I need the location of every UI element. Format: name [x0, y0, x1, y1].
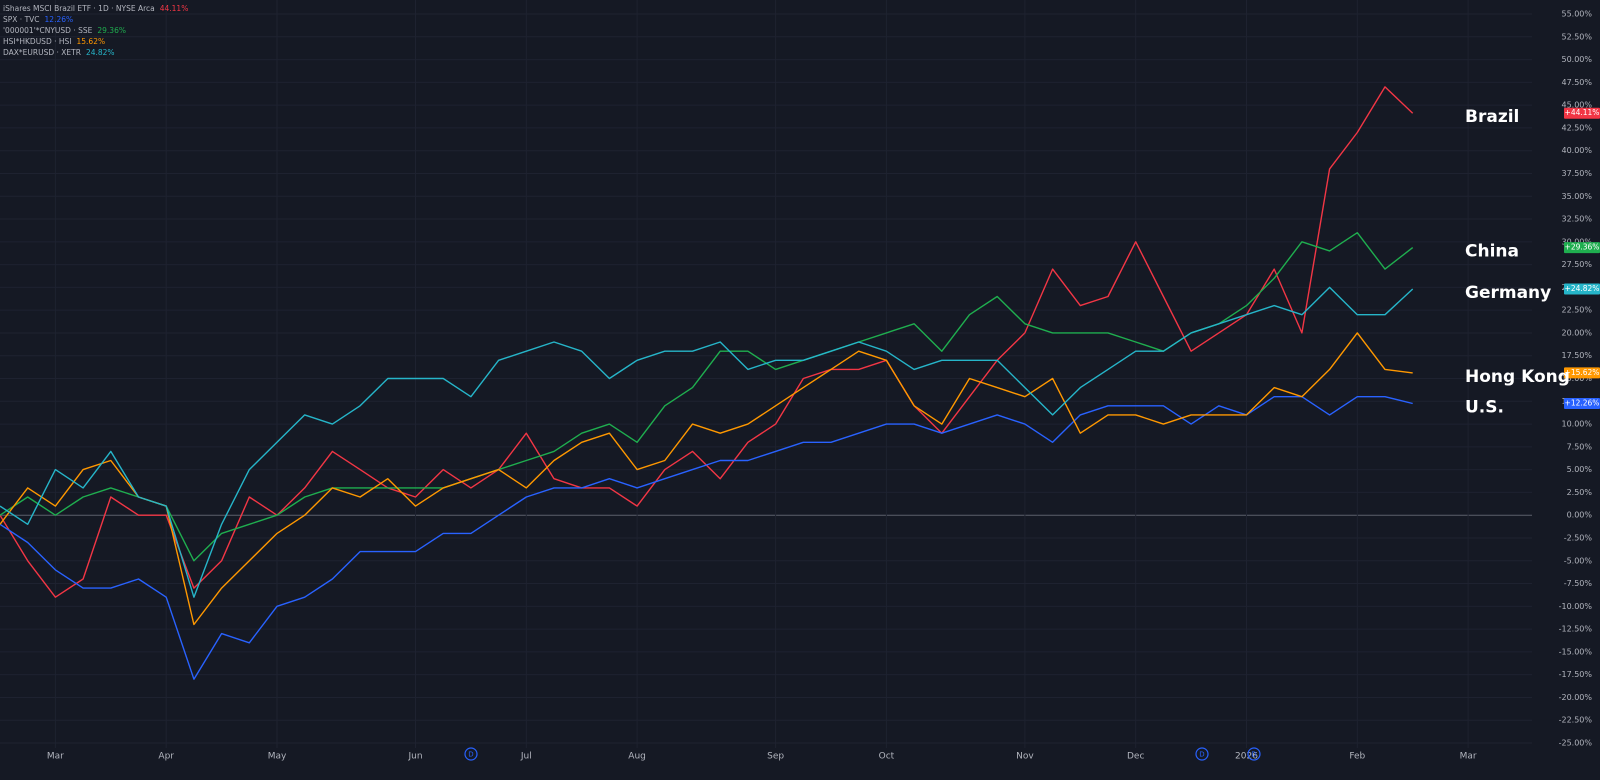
- event-marker: [1247, 747, 1261, 761]
- y-tick-label: -17.50%: [1559, 670, 1593, 679]
- event-label: D: [1199, 751, 1204, 759]
- y-tick-label: -7.50%: [1564, 579, 1593, 588]
- y-tick-label: 42.50%: [1561, 123, 1592, 132]
- price-badge-label: +12.26%: [1565, 398, 1600, 407]
- legend-name: HSI*HKDUSD · HSI: [3, 37, 72, 46]
- event-marker: [1195, 747, 1209, 761]
- y-tick-label: 50.00%: [1561, 55, 1592, 64]
- y-tick-label: 2.50%: [1567, 488, 1593, 497]
- x-tick-label: Dec: [1127, 752, 1144, 762]
- y-tick-label: -5.00%: [1564, 556, 1593, 565]
- x-tick-label: May: [268, 752, 287, 762]
- x-tick-label: Sep: [767, 752, 784, 762]
- price-badge: [1564, 397, 1600, 409]
- price-badge-label: +29.36%: [1565, 243, 1600, 252]
- event-label: D: [1251, 751, 1256, 759]
- y-tick-label: 47.50%: [1561, 78, 1592, 87]
- price-badge-label: +24.82%: [1565, 284, 1600, 293]
- y-tick-label: -25.00%: [1559, 739, 1593, 748]
- legend-change: 12.26%: [45, 15, 74, 24]
- series-line: [0, 396, 1413, 680]
- price-badge: [1564, 242, 1600, 254]
- y-tick-label: -10.00%: [1559, 602, 1593, 611]
- y-tick-label: 0.00%: [1567, 511, 1593, 520]
- y-tick-label: -15.00%: [1559, 647, 1593, 656]
- y-tick-label: 32.50%: [1561, 215, 1592, 224]
- price-badge-label: +44.11%: [1565, 108, 1600, 117]
- legend-change: 24.82%: [86, 48, 115, 57]
- series-line: [0, 286, 1414, 598]
- series-annotation: Hong Kong: [1465, 367, 1570, 387]
- series-line: [0, 86, 1414, 598]
- y-tick-label: -22.50%: [1559, 716, 1593, 725]
- series-annotation: Germany: [1465, 283, 1551, 303]
- y-tick-label: 52.50%: [1561, 32, 1592, 41]
- y-tick-label: 15.00%: [1561, 374, 1592, 383]
- x-tick-label: Mar: [1460, 752, 1477, 762]
- legend-name: DAX*EURUSD · XETR: [3, 48, 81, 57]
- y-tick-label: -2.50%: [1564, 533, 1593, 542]
- x-tick-label: Mar: [47, 752, 64, 762]
- event-label: D: [468, 751, 473, 759]
- x-tick-label: Aug: [628, 752, 646, 762]
- series-line: [0, 232, 1414, 562]
- y-tick-label: -20.00%: [1559, 693, 1593, 702]
- y-tick-label: 30.00%: [1561, 237, 1592, 246]
- y-tick-label: 27.50%: [1561, 260, 1592, 269]
- price-badge: [1564, 283, 1600, 295]
- x-tick-label: Oct: [879, 752, 895, 762]
- y-tick-label: 22.50%: [1561, 306, 1592, 315]
- y-tick-label: 20.00%: [1561, 328, 1592, 337]
- price-badge: [1564, 367, 1600, 379]
- y-tick-label: 40.00%: [1561, 146, 1592, 155]
- legend-change: 44.11%: [160, 4, 189, 13]
- x-tick-label: 2026: [1235, 752, 1258, 762]
- series-annotation: China: [1465, 242, 1519, 262]
- price-badge: [1564, 107, 1600, 119]
- price-badge-label: +15.62%: [1565, 368, 1600, 377]
- y-tick-label: 35.00%: [1561, 192, 1592, 201]
- y-tick-label: 10.00%: [1561, 420, 1592, 429]
- series-annotation: U.S.: [1465, 397, 1504, 417]
- x-tick-label: Jun: [407, 752, 422, 762]
- y-tick-label: 7.50%: [1567, 442, 1593, 451]
- y-tick-label: 17.50%: [1561, 351, 1592, 360]
- legend-name: SPX · TVC: [3, 15, 40, 24]
- x-tick-label: Feb: [1349, 752, 1365, 762]
- legend-name: '000001'*CNYUSD · SSE: [3, 26, 93, 35]
- y-tick-label: 5.00%: [1567, 465, 1593, 474]
- series-annotation: Brazil: [1465, 107, 1519, 127]
- legend-name: iShares MSCI Brazil ETF · 1D · NYSE Arca: [3, 4, 155, 13]
- y-tick-label: 55.00%: [1561, 10, 1592, 19]
- legend-change: 29.36%: [97, 26, 126, 35]
- legend-change: 15.62%: [77, 37, 106, 46]
- series-line: [0, 332, 1413, 626]
- x-tick-label: Nov: [1016, 752, 1034, 762]
- x-tick-label: Apr: [158, 752, 174, 762]
- y-tick-label: -12.50%: [1559, 625, 1593, 634]
- event-marker: [464, 747, 478, 761]
- y-tick-label: 45.00%: [1561, 101, 1592, 110]
- x-tick-label: Jul: [520, 752, 532, 762]
- y-tick-label: 37.50%: [1561, 169, 1592, 178]
